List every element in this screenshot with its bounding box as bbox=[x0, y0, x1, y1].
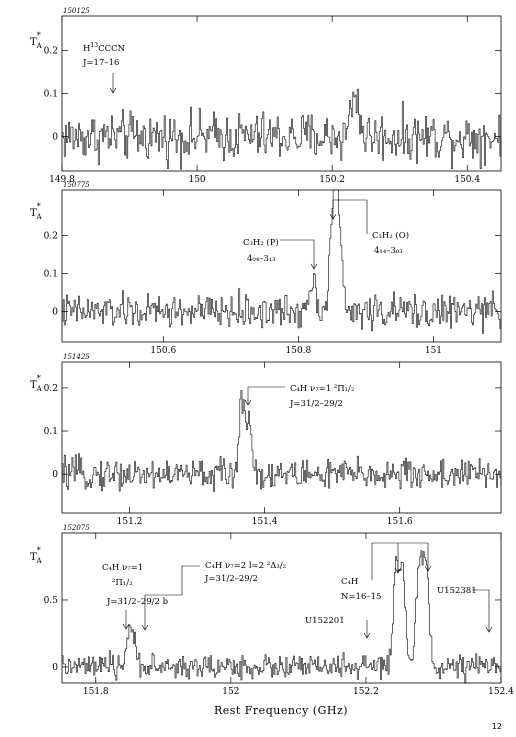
panel-4-annotation-u152201: U152201 bbox=[305, 616, 371, 639]
y-tick-label: 0.2 bbox=[44, 384, 58, 394]
panel-4-annotation-c4h-v7-2: C₄H ν₇=2 l=2 ²Δ₃/₂ J=31/2–29/2 bbox=[141, 561, 286, 631]
annotation-transition: 4₁₄–3₀₃ bbox=[374, 246, 403, 256]
annotation-label: C₃H₂ (P) bbox=[243, 237, 279, 248]
panel-2-trace-layer bbox=[62, 189, 502, 334]
x-tick-label: 149.8 bbox=[49, 175, 75, 185]
panel-1-y-axis-label: TA* bbox=[30, 31, 43, 50]
x-tick-label: 152.4 bbox=[488, 687, 514, 697]
annotation-arrow bbox=[329, 199, 368, 234]
panel-4-id: 152075 bbox=[63, 524, 90, 532]
annotation-extra: ²Π₁/₂ bbox=[112, 578, 133, 588]
panel-3-id: 151425 bbox=[63, 353, 90, 361]
panel-2-tick-layer: 150.6 150.8 151 0 0.1 0.2 bbox=[44, 190, 501, 356]
panel-1-trace-layer bbox=[62, 88, 502, 170]
spectrum-panel-3: 151425 TA* 151.2 151.4 151.6 0 0.1 0.2 C₄H ν₇… bbox=[30, 353, 502, 527]
annotation-label: U152201 bbox=[305, 616, 345, 626]
annotation-arrow bbox=[280, 239, 318, 270]
spectrum-trace bbox=[62, 550, 502, 684]
annotation-arrow bbox=[363, 620, 371, 639]
spectrum-trace bbox=[62, 189, 502, 334]
annotation-label: C₄H ν₇=1 ²Π₁/₂ bbox=[290, 384, 354, 394]
y-tick-label: 0 bbox=[52, 663, 58, 673]
x-tick-label: 152 bbox=[222, 687, 239, 697]
panel-3-tick-layer: 151.2 151.4 151.6 0 0.1 0.2 bbox=[44, 362, 501, 527]
annotation-label: H13CCCN bbox=[83, 42, 126, 54]
y-tick-label: 0.2 bbox=[44, 46, 58, 56]
annotation-arrow bbox=[244, 386, 285, 406]
spectrum-trace bbox=[62, 390, 502, 492]
panel-1-annotation-hc13ccn: H13CCCN J=17–16 bbox=[82, 42, 126, 94]
annotation-arrow bbox=[122, 610, 130, 630]
panel-3-frame bbox=[61, 361, 502, 514]
annotation-transition: 4₀₄–3₁₃ bbox=[247, 254, 276, 264]
panel-3-annotation-c4h-v7-1: C₄H ν₇=1 ²Π₁/₂ J=31/2–29/2 bbox=[244, 384, 354, 409]
panel-1-id: 150125 bbox=[63, 7, 90, 15]
x-tick-label: 150.2 bbox=[319, 175, 345, 185]
annotation-arrow bbox=[472, 589, 493, 633]
panel-2-y-axis-label: TA* bbox=[30, 202, 43, 221]
panel-2-id: 150775 bbox=[63, 181, 90, 189]
panel-4-trace-layer bbox=[62, 550, 502, 684]
annotation-label: C₄H ν₇=1 bbox=[102, 563, 143, 573]
annotation-transition: N=16–15 bbox=[341, 592, 381, 602]
page-number: 12 bbox=[491, 722, 502, 731]
spectrum-panel-1: 150125 TA* 149.8 150 150.2 150.4 0 0.1 0.2 H13… bbox=[30, 7, 502, 185]
spectrum-panel-4: 152075 TA* 151.8 152 152.2 152.4 0 0.5 C₄H ν₇… bbox=[30, 524, 514, 717]
panel-2-annotation-c3h2-para: C₃H₂ (P) 4₀₄–3₁₃ bbox=[243, 237, 318, 270]
panel-4-y-axis-label: TA* bbox=[30, 546, 43, 565]
x-tick-label: 151.4 bbox=[252, 517, 278, 527]
x-axis-label: Rest Frequency (GHz) bbox=[214, 704, 348, 717]
annotation-transition: J=31/2–29/2 bbox=[289, 399, 343, 409]
x-tick-label: 150.6 bbox=[150, 346, 176, 356]
panel-4-annotation-u152381: U152381 bbox=[437, 586, 493, 633]
annotation-arrow bbox=[371, 542, 432, 580]
panel-1-tick-layer: 149.8 150 150.2 150.4 0 0.1 0.2 bbox=[44, 16, 501, 185]
y-tick-label: 0 bbox=[52, 308, 58, 318]
annotation-label: C₄H ν₇=2 l=2 ²Δ₃/₂ bbox=[205, 561, 286, 571]
panel-4-annotation-c4h-n16-15: C₄H N=16–15 bbox=[341, 542, 432, 602]
panel-3-trace-layer bbox=[62, 390, 502, 492]
y-tick-label: 0 bbox=[52, 133, 58, 143]
x-tick-label: 151 bbox=[425, 346, 442, 356]
y-tick-label: 0 bbox=[52, 470, 58, 480]
panel-3-y-axis-label: TA* bbox=[30, 374, 43, 393]
annotation-arrow bbox=[141, 565, 200, 631]
y-tick-label: 0.2 bbox=[44, 232, 58, 242]
panel-4-frame bbox=[61, 532, 502, 684]
x-tick-label: 150 bbox=[188, 175, 205, 185]
panel-4-tick-layer: 151.8 152 152.2 152.4 0 0.5 bbox=[44, 533, 514, 697]
annotation-label: C₃H₂ (O) bbox=[372, 230, 409, 241]
panel-4-annotation-c4h-v7-1-b: C₄H ν₇=1 ²Π₁/₂ J=31/2–29/2 b bbox=[102, 563, 169, 630]
annotation-label: C₄H bbox=[341, 577, 358, 587]
panel-2-annotation-c3h2-ortho: C₃H₂ (O) 4₁₄–3₀₃ bbox=[329, 199, 409, 256]
spectrum-trace bbox=[62, 88, 502, 170]
y-tick-label: 0.1 bbox=[44, 427, 58, 437]
annotation-label: U152381 bbox=[437, 586, 477, 596]
annotation-transition: J=31/2–29/2 b bbox=[106, 597, 169, 607]
panel-2-frame bbox=[61, 189, 502, 343]
x-tick-label: 151.6 bbox=[387, 517, 413, 527]
spectrum-panel-2: 150775 TA* 150.6 150.8 151 0 0.1 0.2 C₃H₂ (P)… bbox=[30, 181, 502, 356]
annotation-transition: J=31/2–29/2 bbox=[204, 574, 258, 584]
x-tick-label: 150.4 bbox=[454, 175, 480, 185]
y-tick-label: 0.1 bbox=[44, 270, 58, 280]
x-tick-label: 150.8 bbox=[286, 346, 312, 356]
x-tick-label: 151.8 bbox=[83, 687, 109, 697]
x-tick-label: 151.2 bbox=[117, 517, 143, 527]
y-tick-label: 0.5 bbox=[44, 596, 59, 606]
annotation-transition: J=17–16 bbox=[82, 58, 119, 68]
x-tick-label: 152.2 bbox=[353, 687, 379, 697]
y-tick-label: 0.1 bbox=[44, 90, 58, 100]
annotation-arrow bbox=[109, 73, 117, 94]
